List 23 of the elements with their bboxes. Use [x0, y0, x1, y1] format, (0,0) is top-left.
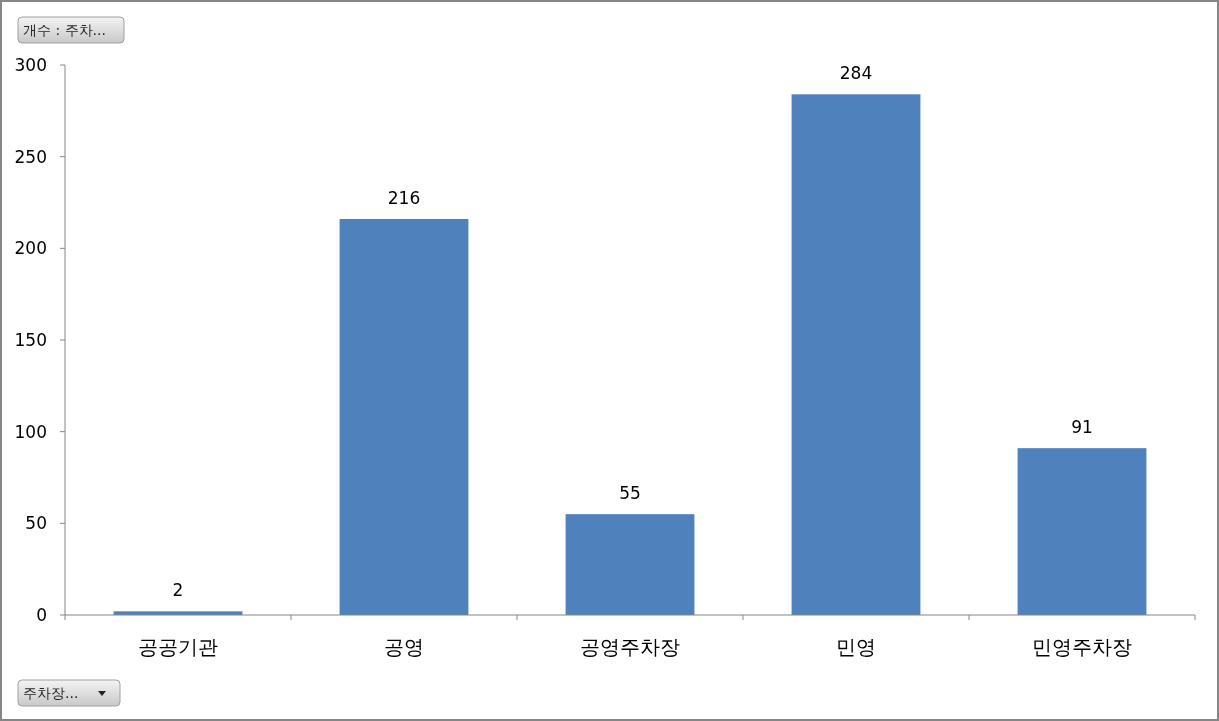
x-tick-label: 민영	[836, 635, 876, 659]
data-label: 284	[839, 63, 873, 84]
y-tick-label: 300	[14, 55, 47, 75]
y-tick-label: 150	[14, 330, 47, 350]
y-tick-label: 50	[25, 513, 47, 534]
data-label: 216	[387, 188, 421, 208]
bar	[565, 514, 695, 615]
x-tick-label: 공공기관	[138, 635, 218, 659]
x-tick-label: 민영주차장	[1032, 635, 1132, 659]
x-tick-label: 공영주차장	[580, 635, 680, 659]
data-label: 91	[1071, 417, 1093, 438]
y-tick-label: 250	[14, 146, 47, 167]
y-tick-label: 0	[36, 605, 47, 625]
x-tick-label: 공영	[384, 635, 424, 659]
text: 개수 : 주차...	[23, 22, 106, 38]
text: 주차장...	[23, 685, 79, 701]
bar	[791, 94, 921, 615]
y-tick-label: 100	[14, 421, 47, 442]
bar	[1017, 448, 1147, 615]
y-tick-label: 200	[14, 238, 47, 259]
data-label: 2	[172, 580, 184, 601]
data-label: 55	[619, 483, 641, 504]
bar	[339, 219, 469, 615]
